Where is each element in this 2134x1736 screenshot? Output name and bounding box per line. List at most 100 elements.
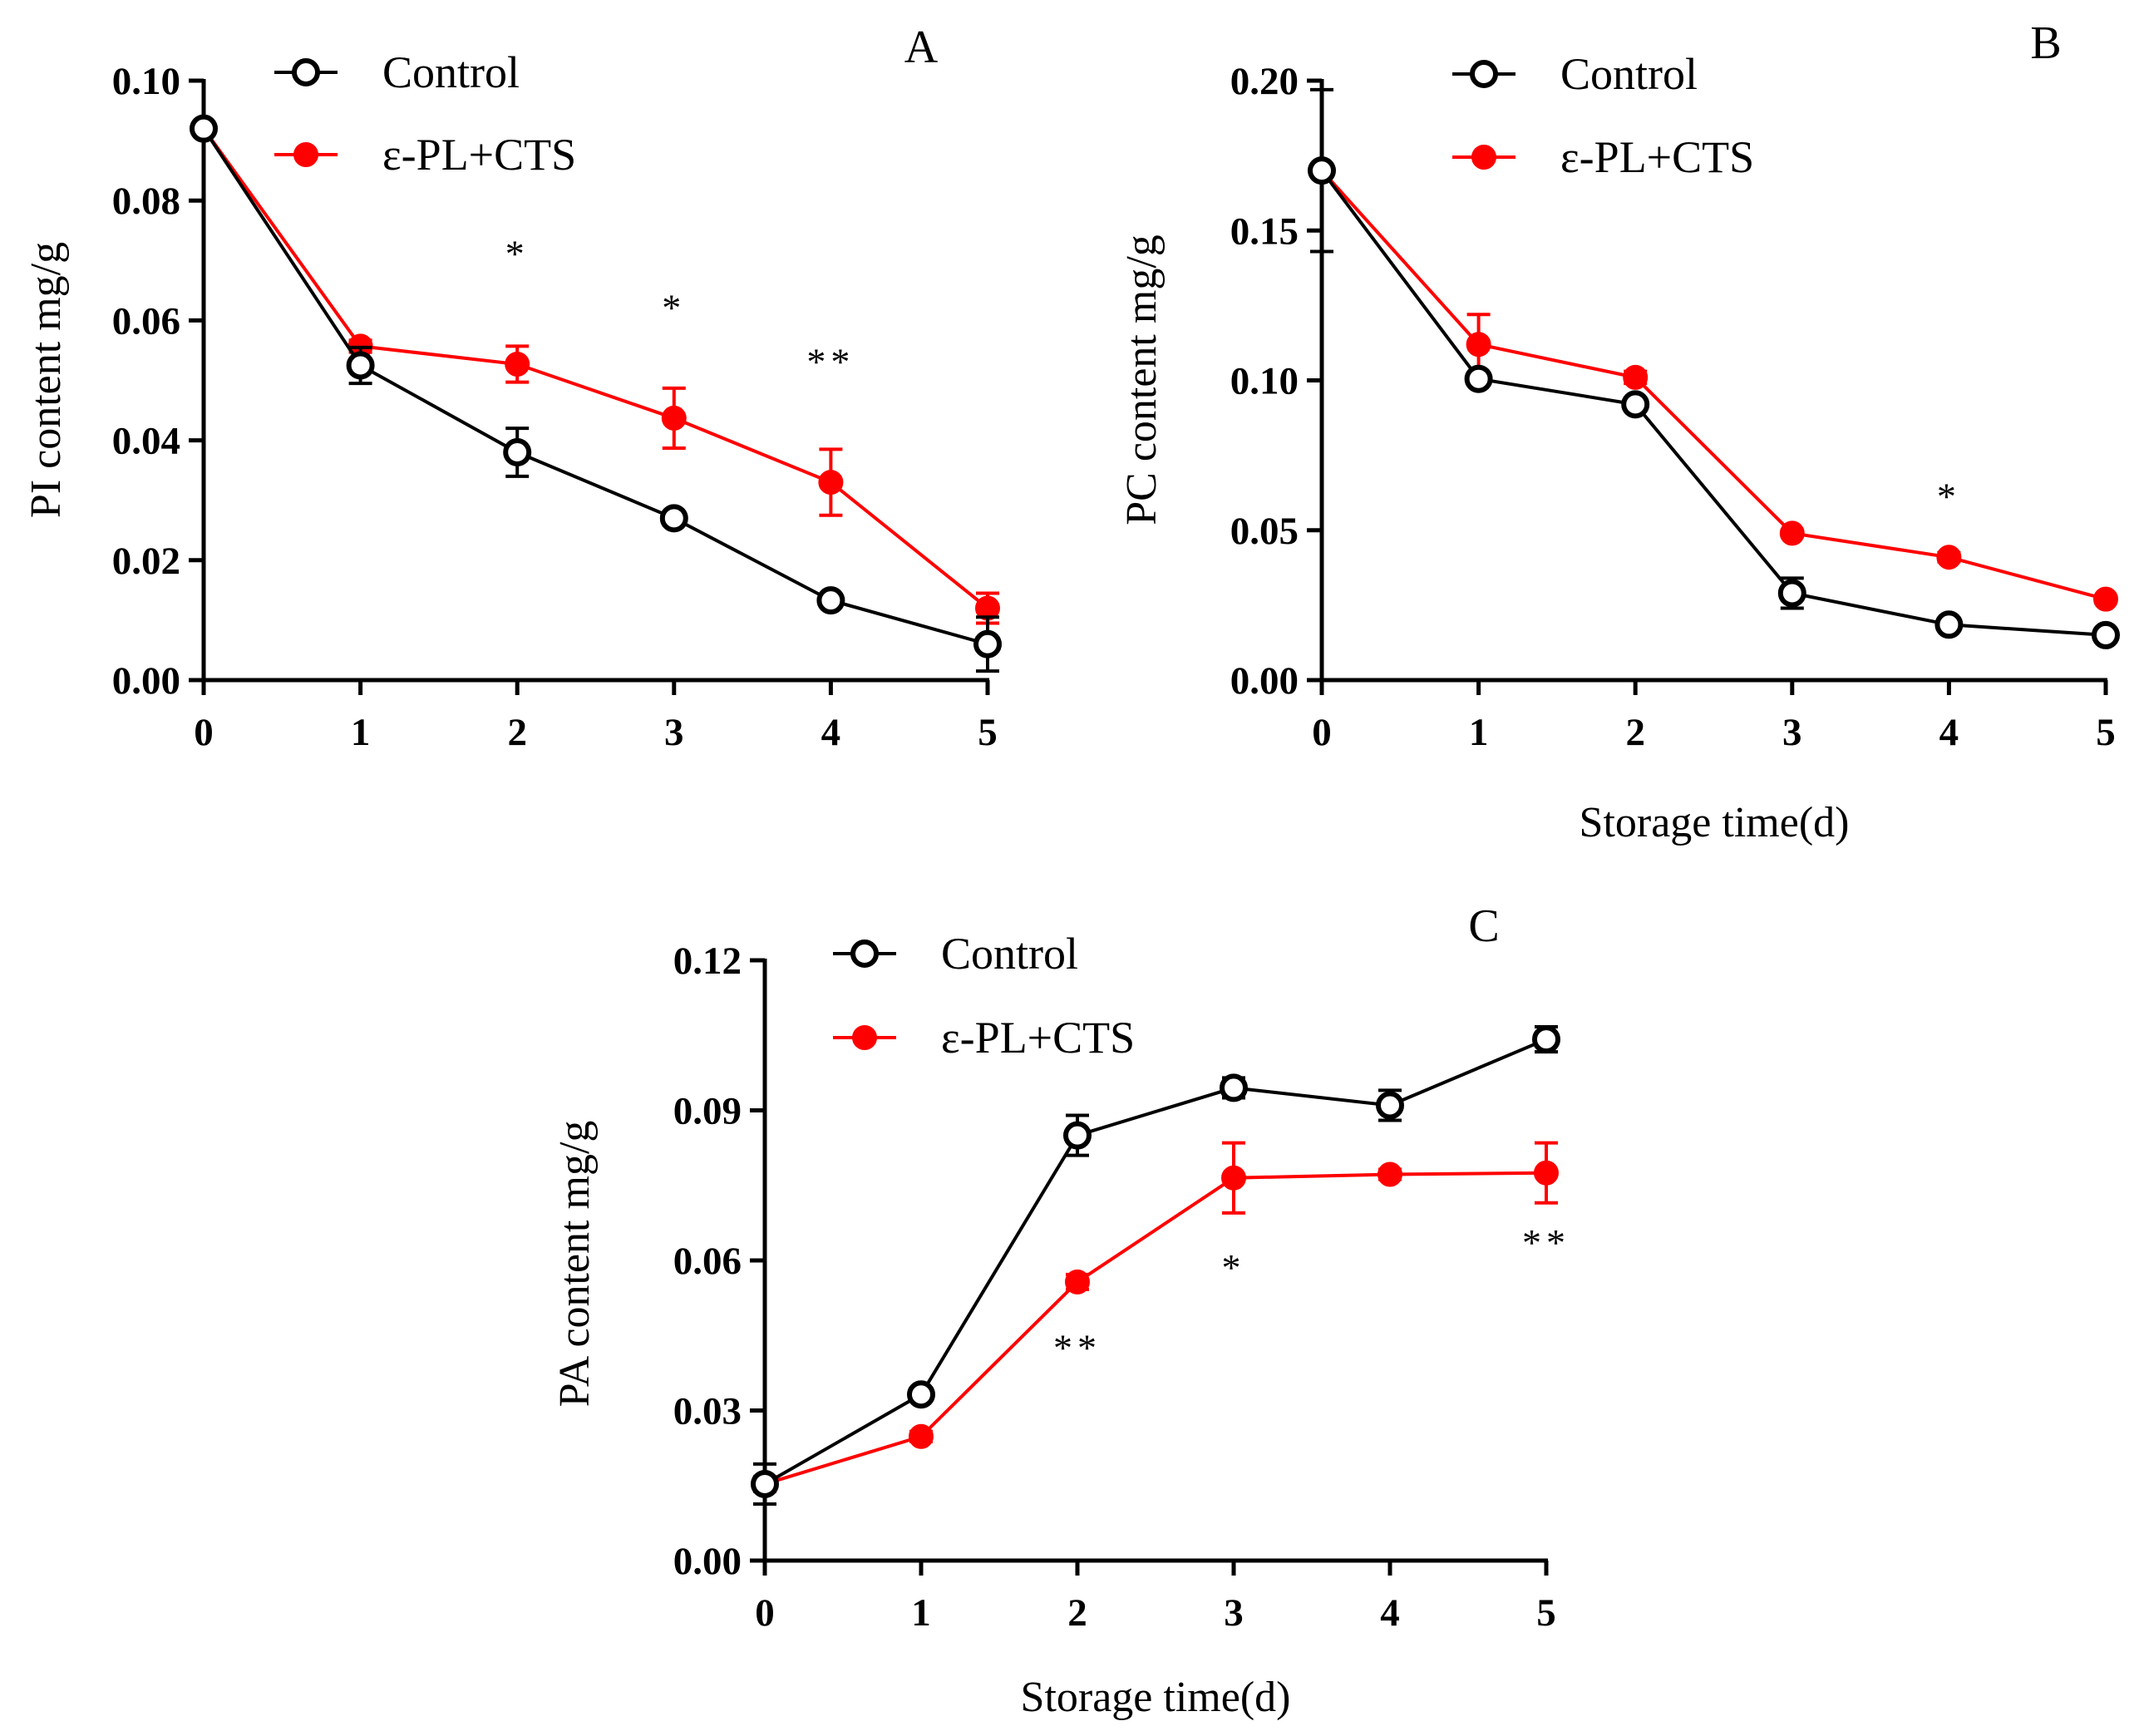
treatment-data-point [909,1423,934,1449]
control-data-point [1376,1091,1404,1120]
significance-marker: * [662,286,686,328]
panel-b-y-axis-label: PC content mg/g [1118,234,1166,525]
x-tick-label: 0 [194,711,214,754]
panel-a: 0.000.020.040.060.080.100 1 2 3 4 5 **** Cont… [22,22,1002,754]
legend-control-label: Control [941,929,1078,979]
treatment-data-point [1936,545,1962,570]
treatment-data-point [1779,520,1805,546]
x-tick-label: 3 [1224,1591,1244,1635]
panel-c: 0.000.030.060.090.120 1 2 3 4 5 ***** Control… [551,900,1570,1721]
legend-treatment-marker [852,1025,877,1050]
significance-marker: * [505,233,530,275]
legend-treatment-label: ε-PL+CTS [941,1013,1135,1063]
control-data-point [503,438,532,467]
panel-b-legend: Control ε-PL+CTS [1452,49,1754,182]
treatment-data-point [661,405,687,431]
panel-a-annotations: **** [505,233,850,383]
panel-b-axes: 0.00 0.05 0.10 0.15 0.20 0 1 2 3 4 5 [1230,60,2116,754]
control-data-point [751,1469,779,1498]
panel-c-axes: 0.00 0.03 0.06 0.09 0.12 0 1 2 3 4 5 [673,940,1556,1635]
y-tick-label: 0.15 [1230,210,1299,253]
panel-c-legend: Control ε-PL+CTS [833,929,1135,1063]
x-tick-label: 1 [351,711,371,754]
panel-b-series [1308,87,2120,649]
x-tick-label: 0 [1312,711,1332,754]
panel-a-legend: Control ε-PL+CTS [274,47,576,180]
significance-marker: ** [1522,1221,1570,1264]
y-tick-label: 0.02 [112,540,180,583]
treatment-series-line [764,1171,1547,1486]
panel-c-letter: C [1468,900,1499,952]
treatment-series-line [1320,169,2107,601]
x-tick-label: 2 [1625,711,1645,754]
treatment-data-point [1466,332,1491,358]
x-tick-label: 5 [1536,1591,1556,1635]
y-tick-label: 0.09 [673,1090,742,1133]
x-tick-label: 5 [978,711,998,754]
x-tick-label: 5 [2096,711,2116,754]
panel-c-y-axis-label: PA content mg/g [551,1121,599,1408]
panel-b-annotations: * [1937,476,1961,518]
y-tick-label: 0.03 [673,1390,742,1433]
panel-a-y-axis-label: PI content mg/g [22,242,70,518]
x-tick-label: 1 [911,1591,931,1635]
panel-c-annotations: ***** [1053,1221,1570,1369]
panel-a-axes: 0.00 0.02 0.04 0.06 0.08 0.10 0 1 2 3 4 5 [112,60,998,754]
legend-control-label: Control [1560,49,1698,99]
treatment-data-point [1377,1161,1402,1187]
control-data-point [1934,610,1964,639]
y-tick-label: 0.08 [112,180,180,223]
legend-control-label: Control [382,47,520,97]
control-data-point [1621,390,1650,419]
control-data-point [816,586,845,615]
x-tick-label: 4 [1380,1591,1400,1635]
legend-treatment-marker [293,142,318,167]
legend-treatment-marker [1471,145,1496,170]
significance-marker: * [1222,1246,1246,1289]
treatment-series-line [202,127,989,610]
legend-control-marker [850,940,879,968]
y-tick-label: 0.04 [112,420,180,463]
control-series-line [202,127,988,646]
y-tick-label: 0.10 [112,60,180,103]
y-tick-label: 0.00 [1230,659,1299,703]
legend-treatment-label: ε-PL+CTS [1560,132,1754,182]
control-data-point [973,629,1002,658]
control-data-point [1532,1025,1560,1054]
control-series-line [764,1038,1547,1486]
control-data-point [1464,364,1493,393]
treatment-data-point [2093,586,2118,612]
y-tick-label: 0.00 [673,1540,742,1583]
control-data-point [1220,1073,1248,1102]
control-data-point [2092,620,2120,649]
control-series-line [1320,169,2107,637]
x-tick-label: 4 [1939,711,1959,754]
control-data-point [190,114,218,143]
control-data-point [346,351,375,380]
treatment-data-point [505,352,530,377]
treatment-data-point [1221,1165,1246,1191]
treatment-data-point [1534,1160,1559,1186]
panel-b: 0.00 0.05 0.10 0.15 0.20 0 1 2 3 4 5 * Control ε-P… [1118,17,2120,846]
x-tick-label: 1 [1469,711,1489,754]
panel-a-series [190,114,1002,673]
control-data-point [1777,579,1806,608]
control-data-point [659,504,688,533]
x-tick-label: 0 [755,1591,775,1635]
legend-control-marker [292,58,320,86]
legend-control-marker [1470,60,1498,88]
panel-c-x-axis-label: Storage time(d) [1021,1674,1291,1721]
y-tick-label: 0.20 [1230,60,1299,103]
treatment-data-point [1623,364,1649,390]
y-tick-label: 0.12 [673,940,742,983]
y-tick-label: 0.00 [112,659,180,703]
significance-marker: * [1937,476,1961,518]
control-data-point [1308,156,1336,185]
x-tick-label: 4 [821,711,841,754]
panel-c-series [751,1025,1560,1507]
treatment-data-point [818,470,844,496]
control-data-point [907,1380,935,1409]
y-tick-label: 0.06 [673,1240,742,1283]
x-tick-label: 3 [1782,711,1802,754]
